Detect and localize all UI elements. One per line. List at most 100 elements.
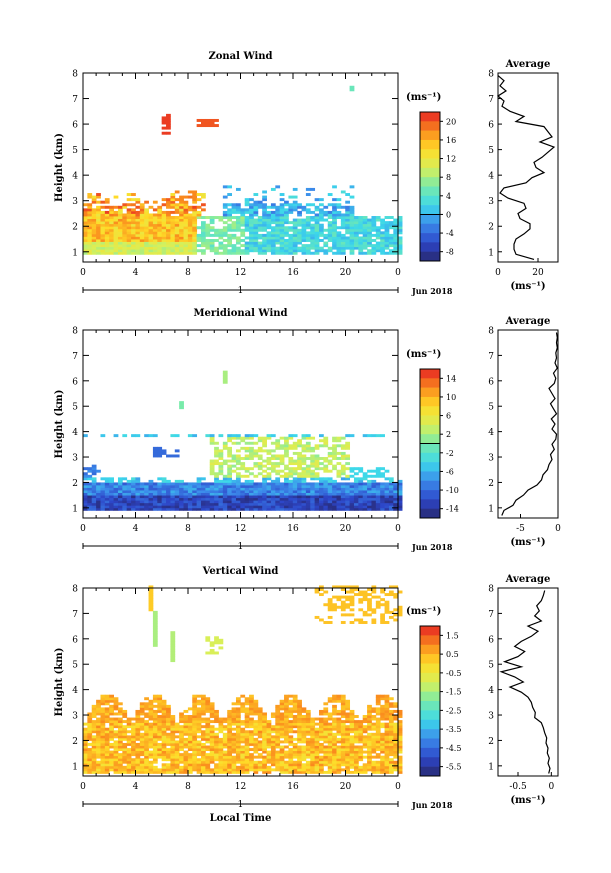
heatmap-cell [340,457,346,460]
heatmap-cell [257,200,263,204]
heatmap-cell [336,507,342,511]
heatmap-cell [332,239,337,242]
heatmap-cell [262,495,267,499]
heatmap-cell [358,251,364,255]
heatmap-cell [170,659,176,663]
heatmap-cell [227,712,233,716]
heatmap-cell [371,725,377,729]
heatmap-cell [174,748,180,751]
heatmap-cell [205,709,211,713]
heatmap-cell [266,482,272,486]
heatmap-cell [192,745,198,749]
heatmap-cell [297,715,302,718]
heatmap-cell [284,699,289,703]
heatmap-cell [218,758,224,762]
heatmap-cell [113,707,119,711]
heatmap-cell [157,205,163,209]
heatmap-cell [231,500,237,504]
heatmap-cell [222,226,228,230]
heatmap-cell [235,745,241,749]
heatmap-cell [288,709,294,713]
heatmap-cell [301,244,307,248]
heatmap-cell [358,492,364,496]
heatmap-cell [362,216,368,219]
heatmap-cell [367,758,372,762]
heatmap-cell [192,208,198,212]
heatmap-cell [275,732,281,736]
heatmap-cell [327,598,333,602]
heatmap-cell [288,210,294,214]
heatmap-cell [362,505,368,509]
heatmap-cell [104,765,110,769]
heatmap-cell [279,730,285,734]
heatmap-cell [279,249,285,253]
heatmap-cell [170,239,176,242]
heatmap-cell [393,748,399,751]
heatmap-cell [148,500,154,504]
heatmap-cell [257,446,263,450]
colorbar-swatch [420,415,440,426]
heatmap-cell [393,502,399,506]
heatmap-cell [187,737,193,741]
heatmap-cell [131,241,136,245]
colorbar-swatch [420,452,440,463]
heatmap-cell [244,221,250,225]
heatmap-cell [375,755,381,759]
heatmap-cell [397,737,403,741]
heatmap-cell [297,507,302,511]
heatmap-cell [340,750,346,754]
heatmap-cell [371,715,377,718]
heatmap-cell [87,195,93,199]
heatmap-cell [314,216,320,219]
heatmap-cell [235,707,241,711]
heatmap-cell [358,621,364,624]
heatmap-cell [393,246,399,250]
heatmap-cell [161,737,167,741]
heatmap-cell [270,231,276,235]
heatmap-cell [235,765,241,769]
heatmap-cell [83,750,88,754]
heatmap-cell [148,590,154,594]
heatmap-cell [297,228,302,232]
heatmap-cell [314,218,320,222]
heatmap-cell [100,507,106,511]
heatmap-cell [196,210,202,214]
heatmap-cell [340,484,346,488]
heatmap-cell [262,474,267,478]
heatmap-cell [262,190,267,194]
heatmap-cell [109,709,114,713]
heatmap-cell [336,595,342,599]
heatmap-cell [336,231,342,235]
heatmap-cell [222,497,228,501]
heatmap-cell [371,608,377,612]
heatmap-cell [126,241,132,245]
heatmap-cell [349,474,355,478]
heatmap-cell [305,474,311,478]
heatmap-cell [100,727,106,731]
heatmap-cell [161,484,167,488]
heatmap-cell [297,213,302,217]
heatmap-cell [393,765,399,769]
heatmap-cell [305,208,311,212]
heatmap-cell [275,505,281,509]
heatmap-cell [201,482,206,486]
heatmap-cell [231,742,237,746]
heatmap-cell [104,753,110,757]
heatmap-cell [214,740,219,744]
heatmap-cell [249,446,254,450]
heatmap-cell [340,487,346,491]
heatmap-cell [353,768,359,772]
heatmap-cell [135,737,141,741]
heatmap-cell [319,495,324,499]
heatmap-cell [131,717,136,721]
heatmap-cell [187,715,193,718]
heatmap-cell [227,472,233,476]
heatmap-cell [218,753,224,757]
heatmap-cell [131,758,136,762]
heatmap-cell [179,231,184,235]
heatmap-cell [91,750,97,754]
heatmap-cell [249,740,254,744]
heatmap-cell [104,231,110,235]
heatmap-cell [362,487,368,491]
